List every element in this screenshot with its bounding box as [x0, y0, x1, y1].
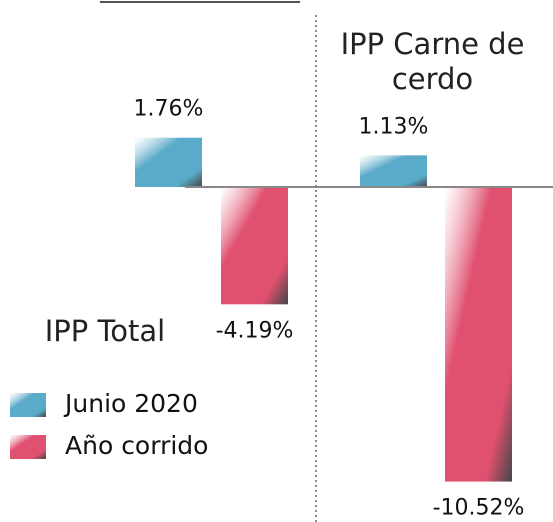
legend-label: Año corrido: [65, 431, 208, 460]
data-label: -4.19%: [216, 318, 294, 343]
legend-swatch: [10, 435, 46, 459]
data-label: -10.52%: [433, 496, 525, 521]
bar: [221, 187, 288, 305]
category-label: IPP Carne de cerdo: [340, 27, 525, 96]
data-label: 1.13%: [359, 114, 429, 139]
legend-label: Junio 2020: [63, 389, 198, 418]
bar: [360, 155, 427, 187]
bar: [445, 187, 512, 482]
category-label: IPP Total: [44, 314, 166, 348]
data-label: 1.76%: [134, 97, 204, 122]
legend-swatch: [10, 393, 46, 417]
bar: [135, 137, 202, 187]
